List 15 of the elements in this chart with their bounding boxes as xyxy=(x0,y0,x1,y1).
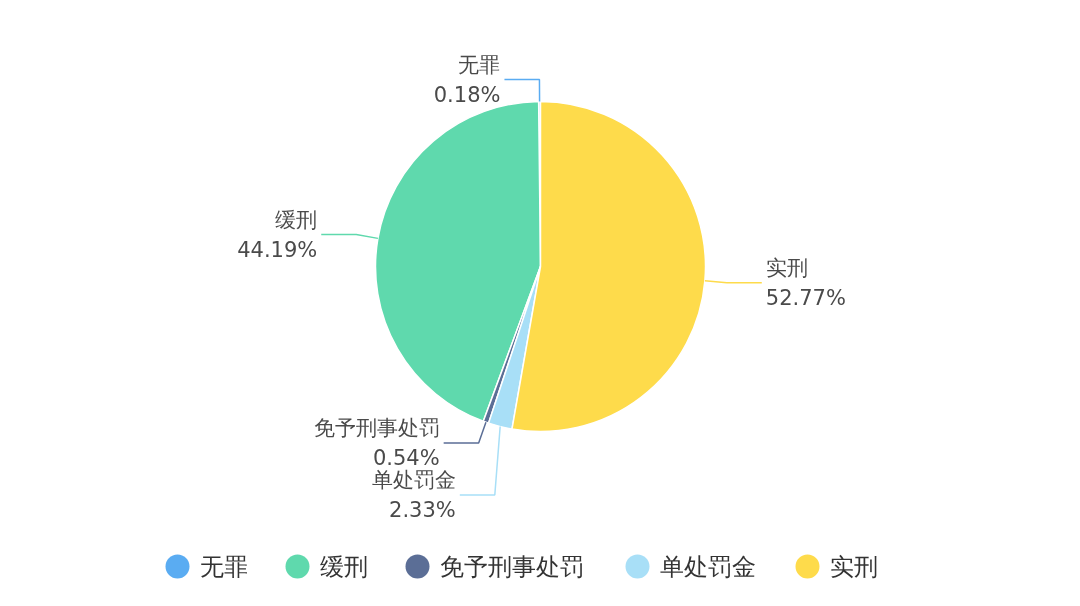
slice-label: 无罪 xyxy=(458,52,501,77)
legend-label: 实刑 xyxy=(829,552,878,581)
data-label: 0.18% xyxy=(433,82,501,107)
legend-label: 免予刑事处罚 xyxy=(439,552,584,581)
data-label: 44.19% xyxy=(237,237,318,262)
slice-label: 免予刑事处罚 xyxy=(313,415,440,440)
slice-label: 实刑 xyxy=(765,255,808,280)
data-label: 0.54% xyxy=(372,445,440,470)
legend-label: 无罪 xyxy=(199,552,248,581)
legend-label: 单处罚金 xyxy=(659,552,756,581)
data-label: 2.33% xyxy=(389,497,456,522)
slice-label: 单处罚金 xyxy=(371,467,456,492)
data-label: 52.77% xyxy=(765,285,846,310)
legend-label: 缓刑 xyxy=(319,552,368,581)
slice-label: 缓刑 xyxy=(275,207,318,232)
